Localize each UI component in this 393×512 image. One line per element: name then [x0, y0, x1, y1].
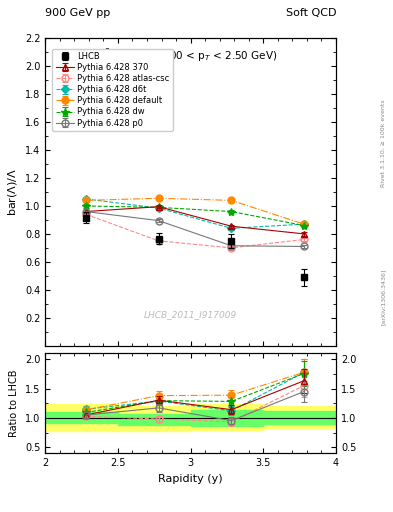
Y-axis label: Ratio to LHCB: Ratio to LHCB	[9, 370, 19, 437]
Text: Rivet 3.1.10, ≥ 100k events: Rivet 3.1.10, ≥ 100k events	[381, 99, 386, 187]
Text: LHCB_2011_I917009: LHCB_2011_I917009	[144, 310, 237, 319]
Y-axis label: bar($\Lambda$)/$\Lambda$: bar($\Lambda$)/$\Lambda$	[6, 168, 19, 216]
Text: [arXiv:1306.3436]: [arXiv:1306.3436]	[381, 269, 386, 325]
X-axis label: Rapidity (y): Rapidity (y)	[158, 474, 223, 483]
Bar	[263, 406, 336, 428]
Bar	[263, 411, 336, 424]
Bar	[191, 410, 263, 425]
Legend: LHCB, Pythia 6.428 370, Pythia 6.428 atlas-csc, Pythia 6.428 d6t, Pythia 6.428 d: LHCB, Pythia 6.428 370, Pythia 6.428 atl…	[52, 49, 173, 131]
Text: Soft QCD: Soft QCD	[286, 8, 336, 18]
Bar	[45, 412, 118, 422]
Bar	[118, 406, 191, 431]
Text: 900 GeV pp: 900 GeV pp	[45, 8, 110, 18]
Bar	[45, 404, 118, 431]
Bar	[191, 404, 263, 430]
Bar	[118, 414, 191, 425]
Text: $\bar{\Lambda}/\Lambda$ vs |y| (1.00 < p$_{T}$ < 2.50 GeV): $\bar{\Lambda}/\Lambda$ vs |y| (1.00 < p…	[103, 48, 278, 63]
